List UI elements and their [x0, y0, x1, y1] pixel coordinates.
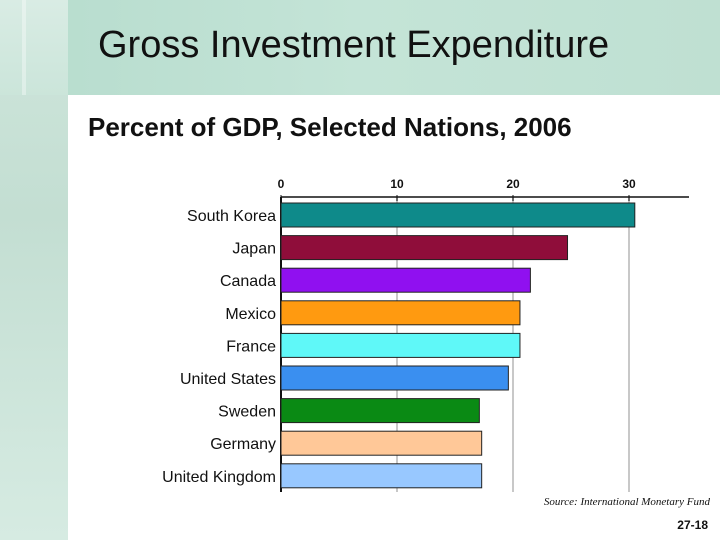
- bar: [280, 463, 483, 489]
- category-label: Mexico: [225, 306, 276, 323]
- category-label: United Kingdom: [162, 469, 276, 486]
- source-note: Source: International Monetary Fund: [543, 496, 710, 508]
- bar: [280, 267, 531, 293]
- x-tick-label: 0: [278, 177, 285, 191]
- bar: [280, 332, 521, 358]
- slide-title: Gross Investment Expenditure: [98, 24, 610, 66]
- category-label: United States: [180, 371, 276, 388]
- category-label: France: [226, 338, 276, 355]
- category-label: Germany: [210, 436, 276, 453]
- page-number: 27-18: [677, 518, 708, 532]
- chart-subtitle: Percent of GDP, Selected Nations, 2006: [88, 112, 572, 142]
- category-label: Sweden: [218, 404, 276, 421]
- bar: [280, 235, 569, 261]
- category-label: Canada: [220, 273, 276, 290]
- bar: [280, 430, 483, 456]
- category-label: South Korea: [187, 208, 276, 225]
- bar: [280, 202, 636, 228]
- bar: [280, 365, 509, 391]
- bar: [280, 398, 480, 424]
- x-tick-label: 20: [506, 177, 520, 191]
- x-tick-label: 30: [622, 177, 636, 191]
- category-label: Japan: [232, 241, 276, 258]
- header-band: [0, 0, 720, 95]
- decorative-corner: [0, 0, 68, 95]
- bar: [280, 300, 521, 326]
- x-tick-label: 10: [390, 177, 404, 191]
